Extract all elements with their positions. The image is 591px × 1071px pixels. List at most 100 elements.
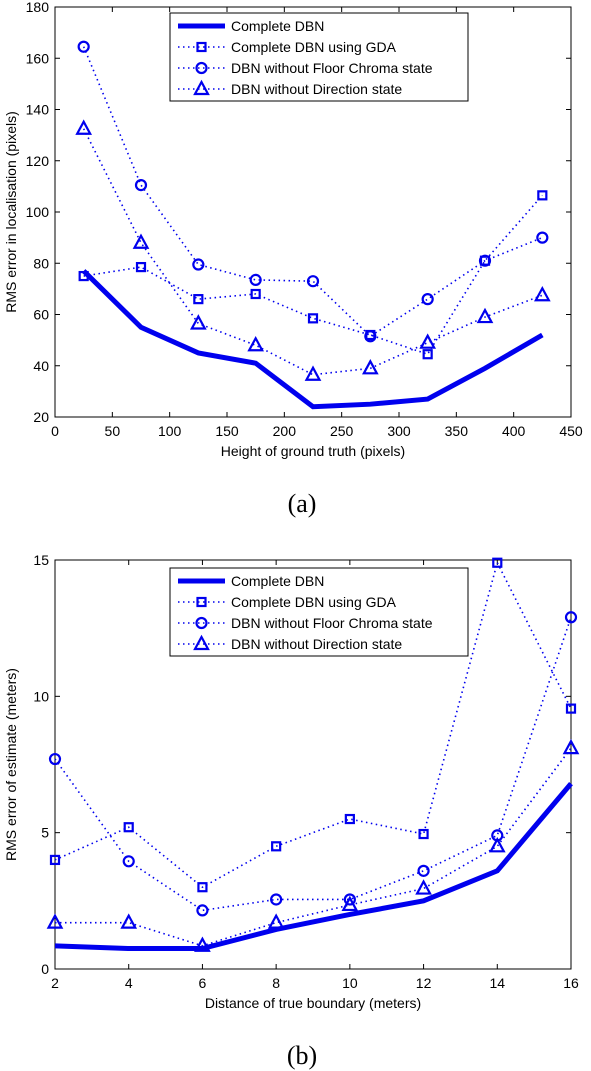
series-line-dbn-without-direction-state: [82, 128, 543, 376]
series-line-complete-dbn: [54, 781, 573, 952]
point-complete-dbn-using-gda: [537, 190, 548, 201]
series-line-complete-dbn-using-gda: [54, 560, 572, 889]
point-dbn-without-direction-state: [46, 913, 64, 929]
point-complete-dbn-using-gda: [344, 813, 355, 825]
point-dbn-without-floor-chroma-state: [364, 330, 377, 343]
legend-swatch-marker: [195, 61, 208, 75]
point-complete-dbn-using-gda: [49, 854, 61, 866]
x-tick-label: 8: [272, 975, 280, 991]
legend-entry-label: DBN without Floor Chroma state: [231, 60, 433, 76]
point-dbn-without-floor-chroma-state: [196, 904, 209, 917]
x-tick-label: 6: [199, 975, 207, 991]
point-dbn-without-direction-state: [120, 913, 138, 929]
y-tick-label: 40: [33, 358, 49, 374]
x-tick-label: 16: [563, 975, 579, 991]
x-tick-label: 450: [559, 423, 583, 439]
point-complete-dbn-using-gda: [135, 261, 147, 273]
point-dbn-without-direction-state: [341, 895, 359, 912]
point-dbn-without-direction-state: [533, 285, 551, 302]
point-complete-dbn-using-gda: [418, 828, 429, 840]
point-dbn-without-direction-state: [189, 314, 207, 330]
point-complete-dbn-using-gda: [271, 841, 282, 852]
point-dbn-without-direction-state: [132, 233, 150, 249]
legend-entry-label: DBN without Direction state: [231, 81, 402, 97]
legend-entry-label: DBN without Direction state: [231, 636, 402, 652]
point-dbn-without-direction-state: [194, 936, 211, 952]
point-dbn-without-direction-state: [267, 913, 285, 929]
legend-entry-label: Complete DBN: [231, 573, 324, 589]
y-tick-label: 60: [33, 307, 49, 323]
point-complete-dbn-using-gda: [422, 349, 433, 360]
point-complete-dbn-using-gda: [250, 288, 261, 300]
y-tick-label: 120: [26, 153, 50, 169]
legend-entry-label: Complete DBN using GDA: [231, 39, 397, 55]
point-dbn-without-direction-state: [419, 333, 437, 349]
x-tick-label: 250: [330, 423, 354, 439]
x-tick-label: 100: [158, 423, 182, 439]
x-tick-label: 350: [445, 423, 469, 439]
point-complete-dbn-using-gda: [565, 703, 577, 714]
chart-a: 0 50 100 150 200 250 300 350 400 450 20 40 60 80 100 12…: [3, 0, 583, 459]
x-tick-label: 300: [387, 423, 411, 439]
point-dbn-without-direction-state: [75, 119, 93, 135]
legend-swatch-marker: [193, 634, 210, 651]
legend-entry-label: DBN without Floor Chroma state: [231, 615, 433, 631]
x-axis-label: Height of ground truth (pixels): [221, 443, 405, 459]
x-tick-label: 4: [125, 975, 133, 991]
y-tick-label: 160: [26, 50, 50, 66]
legend-swatch-marker: [193, 79, 210, 96]
legend-swatch-marker: [195, 616, 208, 630]
y-tick-label: 10: [33, 688, 49, 704]
point-dbn-without-floor-chroma-state: [306, 275, 320, 288]
point-dbn-without-floor-chroma-state: [77, 40, 90, 53]
point-dbn-without-floor-chroma-state: [270, 893, 283, 906]
caption-b: (b): [287, 1041, 317, 1070]
point-dbn-without-direction-state: [488, 836, 506, 853]
legend-swatch-marker: [196, 41, 207, 53]
x-tick-label: 10: [342, 975, 358, 991]
y-axis-label: RMS error in localisation (pixels): [3, 111, 19, 313]
y-tick-label: 20: [33, 409, 49, 425]
series-line-dbn-without-floor-chroma-state: [54, 617, 572, 912]
point-dbn-without-floor-chroma-state: [192, 258, 205, 271]
chart-b: 2 4 6 8 10 12 14 16 0 5 10 15 Distance of true bound…: [3, 552, 580, 1011]
point-dbn-without-floor-chroma-state: [134, 178, 148, 192]
x-tick-label: 12: [416, 975, 432, 991]
y-tick-label: 140: [26, 102, 50, 118]
x-tick-label: 150: [215, 423, 239, 439]
x-tick-label: 50: [105, 423, 121, 439]
x-axis-label: Distance of true boundary (meters): [205, 995, 421, 1011]
point-dbn-without-floor-chroma-state: [478, 254, 492, 267]
point-complete-dbn-using-gda: [193, 294, 204, 305]
y-tick-label: 5: [41, 825, 49, 841]
legend-swatch-marker: [196, 596, 207, 608]
y-tick-label: 15: [33, 552, 49, 568]
point-dbn-without-floor-chroma-state: [417, 864, 430, 877]
point-dbn-without-direction-state: [476, 307, 494, 324]
y-tick-label: 180: [26, 0, 50, 15]
point-dbn-without-floor-chroma-state: [421, 293, 434, 306]
caption-a: (a): [288, 489, 317, 518]
series-line-dbn-without-direction-state: [55, 747, 572, 947]
x-tick-label: 0: [51, 423, 59, 439]
y-tick-label: 100: [26, 204, 50, 220]
point-complete-dbn-using-gda: [197, 882, 208, 893]
point-dbn-without-direction-state: [361, 359, 379, 375]
point-dbn-without-floor-chroma-state: [536, 231, 549, 244]
point-dbn-without-direction-state: [247, 335, 265, 352]
y-tick-label: 0: [41, 961, 49, 977]
point-dbn-without-direction-state: [562, 738, 580, 755]
point-complete-dbn-using-gda: [492, 557, 503, 568]
x-tick-label: 14: [489, 975, 505, 991]
point-dbn-without-floor-chroma-state: [48, 752, 62, 766]
point-dbn-without-floor-chroma-state: [122, 855, 135, 868]
x-tick-label: 200: [273, 423, 297, 439]
point-dbn-without-floor-chroma-state: [249, 273, 262, 287]
x-tick-label: 2: [51, 975, 59, 991]
point-complete-dbn-using-gda: [123, 822, 134, 833]
point-dbn-without-direction-state: [304, 365, 322, 381]
series-line-complete-dbn: [81, 269, 544, 410]
point-complete-dbn-using-gda: [78, 270, 89, 282]
point-dbn-without-floor-chroma-state: [343, 893, 356, 906]
point-complete-dbn-using-gda: [307, 313, 319, 324]
